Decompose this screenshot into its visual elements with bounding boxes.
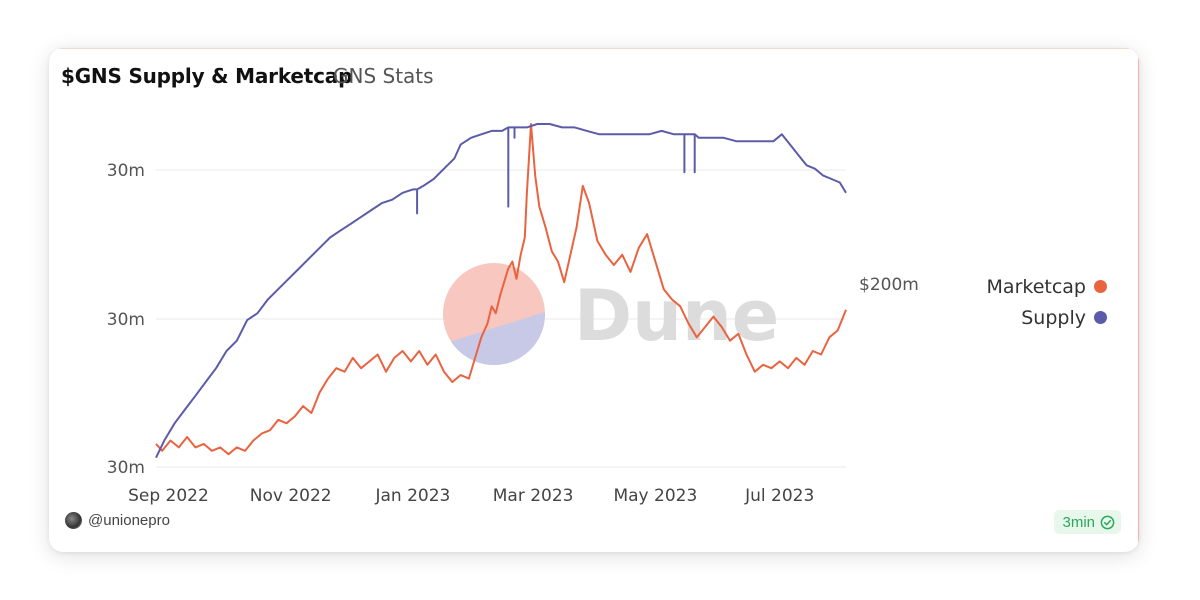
left-axis: 30m 30m 30m — [107, 161, 145, 478]
chart-svg: Dune 30m 30m 30m $200m Sep 2022 Nov 2022 Jan… — [107, 123, 919, 506]
dune-watermark: Dune — [443, 263, 779, 365]
legend-label-marketcap: Marketcap — [986, 275, 1086, 298]
x-tick-label: Jan 2023 — [374, 486, 450, 506]
chart-card: $GNS Supply & Marketcap GNS Stats Dune 3… — [49, 48, 1139, 552]
x-tick-label: Jul 2023 — [744, 486, 814, 506]
series-line-marketcap — [155, 123, 847, 456]
card-top-border — [49, 48, 1139, 49]
refresh-label: 3min — [1062, 513, 1095, 531]
legend-dot-supply-icon — [1094, 311, 1107, 324]
author-link[interactable]: @unionepro — [65, 512, 170, 529]
left-tick-label: 30m — [107, 161, 145, 181]
left-tick-label: 30m — [107, 310, 145, 330]
watermark-logo-lower-icon — [443, 312, 545, 365]
x-axis: Sep 2022 Nov 2022 Jan 2023 Mar 2023 May 2023… — [128, 486, 814, 506]
card-right-border — [1138, 48, 1139, 552]
legend: Marketcap Supply — [987, 271, 1107, 333]
legend-dot-marketcap-icon — [1094, 280, 1107, 293]
x-tick-label: Mar 2023 — [493, 486, 574, 506]
x-tick-label: Nov 2022 — [250, 486, 332, 506]
right-tick-label: $200m — [859, 275, 919, 295]
x-tick-label: May 2023 — [613, 486, 697, 506]
avatar — [65, 512, 82, 529]
check-circle-icon — [1100, 515, 1115, 529]
legend-item-supply[interactable]: Supply — [987, 302, 1107, 333]
legend-item-marketcap[interactable]: Marketcap — [987, 271, 1107, 302]
author-name: @unionepro — [88, 512, 170, 529]
series-group — [155, 123, 847, 459]
chart-subtitle[interactable]: GNS Stats — [333, 64, 434, 88]
series-line-supply — [155, 123, 847, 459]
legend-label-supply: Supply — [1021, 306, 1086, 329]
watermark-text: Dune — [574, 275, 779, 357]
refresh-badge[interactable]: 3min — [1054, 510, 1121, 534]
x-tick-label: Sep 2022 — [128, 486, 209, 506]
left-tick-label: 30m — [107, 458, 145, 478]
chart-title[interactable]: $GNS Supply & Marketcap — [61, 64, 353, 88]
right-axis: $200m — [859, 275, 919, 295]
